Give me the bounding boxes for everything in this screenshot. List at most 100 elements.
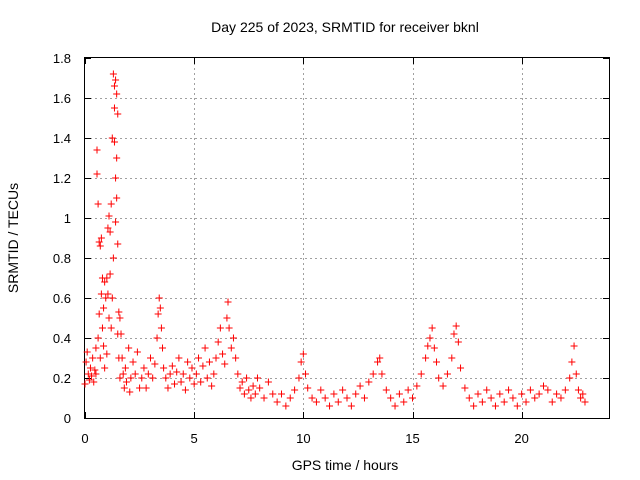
chart-title: Day 225 of 2023, SRMTID for receiver bkn… bbox=[211, 19, 479, 35]
data-point bbox=[108, 294, 116, 302]
data-point bbox=[522, 398, 530, 406]
data-point bbox=[100, 304, 108, 312]
data-point bbox=[131, 370, 139, 378]
data-point bbox=[531, 394, 539, 402]
data-point bbox=[219, 350, 227, 358]
data-point bbox=[203, 374, 211, 382]
data-point bbox=[321, 394, 329, 402]
data-point bbox=[457, 364, 465, 372]
data-point bbox=[566, 374, 574, 382]
data-point bbox=[256, 384, 264, 392]
data-point bbox=[249, 382, 257, 390]
data-point bbox=[96, 354, 104, 362]
y-tick-label: 0.4 bbox=[53, 331, 71, 346]
data-point bbox=[101, 364, 109, 372]
data-point bbox=[107, 324, 115, 332]
data-point bbox=[112, 218, 120, 226]
data-point bbox=[356, 382, 364, 390]
data-point bbox=[103, 350, 111, 358]
data-point bbox=[548, 398, 556, 406]
data-point bbox=[535, 390, 543, 398]
data-point bbox=[352, 390, 360, 398]
data-point bbox=[171, 380, 179, 388]
data-point bbox=[107, 200, 115, 208]
data-point bbox=[450, 330, 458, 338]
data-point bbox=[579, 390, 587, 398]
data-point bbox=[417, 370, 425, 378]
data-points bbox=[81, 70, 589, 410]
data-point bbox=[232, 354, 240, 362]
data-point bbox=[210, 370, 218, 378]
data-point bbox=[430, 344, 438, 352]
data-point bbox=[461, 384, 469, 392]
data-point bbox=[110, 82, 118, 90]
data-point bbox=[229, 334, 237, 342]
data-point bbox=[116, 314, 124, 322]
data-point bbox=[428, 324, 436, 332]
data-point bbox=[304, 384, 312, 392]
data-point bbox=[86, 364, 94, 372]
data-point bbox=[129, 358, 137, 366]
data-point bbox=[243, 374, 251, 382]
data-point bbox=[247, 394, 255, 402]
data-point bbox=[238, 378, 246, 386]
data-point bbox=[173, 368, 181, 376]
data-point bbox=[94, 200, 102, 208]
data-point bbox=[269, 390, 277, 398]
data-point bbox=[299, 350, 307, 358]
data-point bbox=[365, 378, 373, 386]
data-point bbox=[433, 358, 441, 366]
y-tick-label: 1.2 bbox=[53, 171, 71, 186]
data-point bbox=[90, 378, 98, 386]
data-point bbox=[448, 354, 456, 362]
data-point bbox=[122, 378, 130, 386]
data-point bbox=[95, 310, 103, 318]
data-point bbox=[175, 354, 183, 362]
data-point bbox=[125, 344, 133, 352]
data-point bbox=[151, 360, 159, 368]
data-point bbox=[581, 398, 589, 406]
data-point bbox=[89, 354, 97, 362]
x-axis-label: GPS time / hours bbox=[292, 457, 399, 473]
data-point bbox=[478, 398, 486, 406]
data-point bbox=[413, 382, 421, 390]
data-point bbox=[114, 240, 122, 248]
data-point bbox=[454, 338, 462, 346]
data-point bbox=[240, 390, 248, 398]
data-point bbox=[424, 342, 432, 350]
data-point bbox=[278, 390, 285, 398]
data-point bbox=[221, 360, 229, 368]
data-point bbox=[136, 384, 144, 392]
data-point bbox=[105, 314, 113, 322]
data-point bbox=[245, 386, 253, 394]
data-point bbox=[376, 354, 384, 362]
data-point bbox=[374, 358, 382, 366]
data-point bbox=[382, 386, 390, 394]
data-point bbox=[108, 134, 116, 142]
y-tick-label: 0.6 bbox=[53, 291, 71, 306]
y-axis-ticks: 0 0.2 0.4 0.6 0.8 1 1.2 1.4 1.6 1.8 bbox=[53, 51, 609, 426]
data-point bbox=[483, 386, 491, 394]
data-point bbox=[212, 354, 220, 362]
data-point bbox=[199, 362, 207, 370]
data-point bbox=[92, 344, 100, 352]
data-point bbox=[295, 374, 303, 382]
y-tick-label: 1.6 bbox=[53, 91, 71, 106]
data-point bbox=[253, 374, 261, 382]
data-point bbox=[94, 334, 102, 342]
data-point bbox=[97, 290, 105, 298]
data-point bbox=[224, 298, 232, 306]
x-tick-label: 5 bbox=[191, 431, 198, 446]
data-point bbox=[138, 374, 146, 382]
data-point bbox=[487, 394, 495, 402]
data-point bbox=[190, 380, 198, 388]
data-point bbox=[317, 386, 325, 394]
data-point bbox=[505, 386, 513, 394]
data-point bbox=[326, 402, 334, 410]
data-point bbox=[574, 386, 582, 394]
data-point bbox=[513, 402, 521, 410]
data-point bbox=[225, 324, 233, 332]
data-point bbox=[227, 344, 235, 352]
data-point bbox=[113, 90, 121, 98]
data-point bbox=[127, 374, 135, 382]
